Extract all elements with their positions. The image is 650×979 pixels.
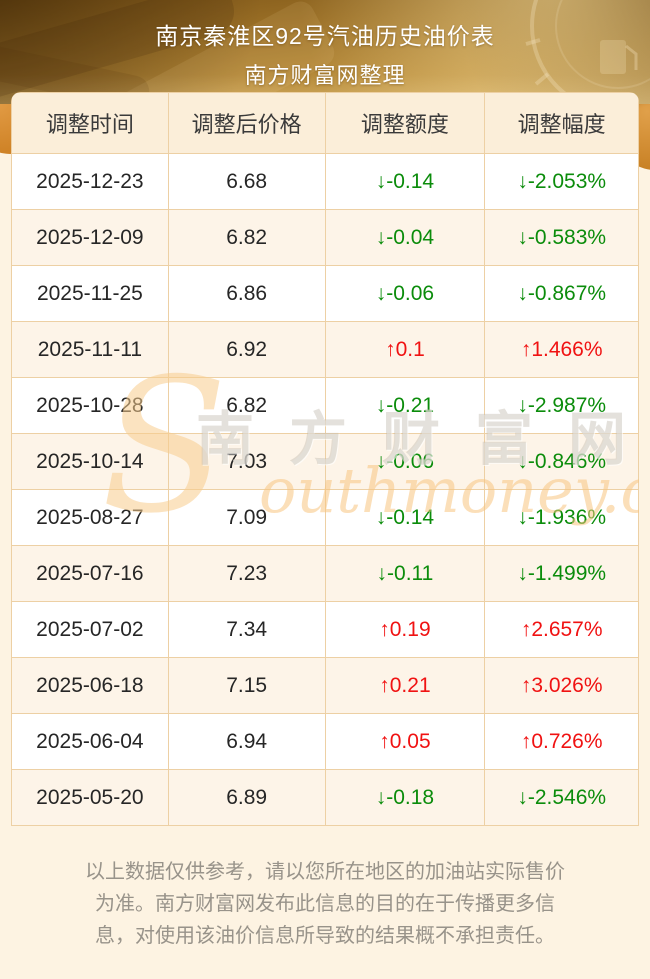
cell-change-amount: ↓-0.14 <box>324 489 486 546</box>
price-table: 调整时间 调整后价格 调整额度 调整幅度 2025-12-23 6.68 ↓-0.1… <box>11 92 639 826</box>
cell-change-amount: ↓-0.06 <box>324 265 486 322</box>
cell-change-percent: ↓-2.053% <box>484 153 639 210</box>
table-row: 2025-06-18 7.15 ↑0.21 ↑3.026% <box>11 657 639 714</box>
price-table-container: 调整时间 调整后价格 调整额度 调整幅度 2025-12-23 6.68 ↓-0.1… <box>11 92 639 826</box>
cell-change-percent: ↓-0.846% <box>484 433 639 490</box>
table-row: 2025-06-04 6.94 ↑0.05 ↑0.726% <box>11 713 639 770</box>
table-row: 2025-08-27 7.09 ↓-0.14 ↓-1.936% <box>11 489 639 546</box>
cell-adjust-date: 2025-10-28 <box>11 377 169 434</box>
cell-change-percent: ↓-0.583% <box>484 209 639 266</box>
cell-change-percent: ↓-1.936% <box>484 489 639 546</box>
disclaimer-line: 为准。南方财富网发布此信息的目的在于传播更多信 <box>95 893 555 915</box>
cell-price-after: 6.68 <box>167 153 326 210</box>
cell-price-after: 7.34 <box>167 601 326 658</box>
cell-price-after: 7.15 <box>167 657 326 714</box>
cell-change-amount: ↑0.19 <box>324 601 486 658</box>
banner: 南京秦淮区92号汽油历史油价表 南方财富网整理 <box>0 0 650 104</box>
col-header-price-after: 调整后价格 <box>167 92 326 154</box>
cell-adjust-date: 2025-07-16 <box>11 545 169 602</box>
cell-price-after: 6.94 <box>167 713 326 770</box>
cell-change-amount: ↓-0.11 <box>324 545 486 602</box>
cell-adjust-date: 2025-10-14 <box>11 433 169 490</box>
cell-change-amount: ↑0.1 <box>324 321 486 378</box>
page-subtitle: 南方财富网整理 <box>244 62 406 88</box>
table-row: 2025-12-23 6.68 ↓-0.14 ↓-2.053% <box>11 153 639 210</box>
table-row: 2025-07-16 7.23 ↓-0.11 ↓-1.499% <box>11 545 639 602</box>
table-row: 2025-07-02 7.34 ↑0.19 ↑2.657% <box>11 601 639 658</box>
table-row: 2025-12-09 6.82 ↓-0.04 ↓-0.583% <box>11 209 639 266</box>
price-table-body: 2025-12-23 6.68 ↓-0.14 ↓-2.053% 2025-12-09 6.… <box>11 153 639 826</box>
table-header-row: 调整时间 调整后价格 调整额度 调整幅度 <box>11 92 639 154</box>
cell-price-after: 6.82 <box>167 377 326 434</box>
cell-change-amount: ↑0.05 <box>324 713 486 770</box>
cell-price-after: 6.82 <box>167 209 326 266</box>
cell-change-percent: ↑0.726% <box>484 713 639 770</box>
col-header-change-percent: 调整幅度 <box>484 92 639 154</box>
cell-change-amount: ↓-0.18 <box>324 769 486 826</box>
cell-change-amount: ↑0.21 <box>324 657 486 714</box>
cell-adjust-date: 2025-12-09 <box>11 209 169 266</box>
cell-change-percent: ↓-2.987% <box>484 377 639 434</box>
cell-change-percent: ↑2.657% <box>484 601 639 658</box>
cell-adjust-date: 2025-11-11 <box>11 321 169 378</box>
cell-change-amount: ↓-0.14 <box>324 153 486 210</box>
cell-price-after: 7.09 <box>167 489 326 546</box>
table-row: 2025-11-25 6.86 ↓-0.06 ↓-0.867% <box>11 265 639 322</box>
cell-price-after: 6.92 <box>167 321 326 378</box>
disclaimer-line: 息，对使用该油价信息所导致的结果概不承担责任。 <box>95 925 555 947</box>
cell-change-percent: ↑1.466% <box>484 321 639 378</box>
cell-price-after: 6.86 <box>167 265 326 322</box>
table-row: 2025-10-28 6.82 ↓-0.21 ↓-2.987% <box>11 377 639 434</box>
col-header-adjust-date: 调整时间 <box>11 92 169 154</box>
cell-change-amount: ↓-0.21 <box>324 377 486 434</box>
cell-price-after: 7.03 <box>167 433 326 490</box>
cell-change-percent: ↓-0.867% <box>484 265 639 322</box>
cell-price-after: 7.23 <box>167 545 326 602</box>
cell-adjust-date: 2025-06-18 <box>11 657 169 714</box>
table-row: 2025-11-11 6.92 ↑0.1 ↑1.466% <box>11 321 639 378</box>
cell-price-after: 6.89 <box>167 769 326 826</box>
disclaimer-line: 以上数据仅供参考，请以您所在地区的加油站实际售价 <box>85 861 565 883</box>
cell-adjust-date: 2025-06-04 <box>11 713 169 770</box>
cell-adjust-date: 2025-12-23 <box>11 153 169 210</box>
disclaimer-text: 以上数据仅供参考，请以您所在地区的加油站实际售价 为准。南方财富网发布此信息的目… <box>70 856 580 952</box>
col-header-change-amount: 调整额度 <box>324 92 486 154</box>
table-row: 2025-05-20 6.89 ↓-0.18 ↓-2.546% <box>11 769 639 826</box>
cell-change-percent: ↑3.026% <box>484 657 639 714</box>
cell-adjust-date: 2025-11-25 <box>11 265 169 322</box>
cell-adjust-date: 2025-08-27 <box>11 489 169 546</box>
banner-text-block: 南京秦淮区92号汽油历史油价表 南方财富网整理 <box>0 0 650 104</box>
cell-change-percent: ↓-1.499% <box>484 545 639 602</box>
table-row: 2025-10-14 7.03 ↓-0.06 ↓-0.846% <box>11 433 639 490</box>
cell-change-percent: ↓-2.546% <box>484 769 639 826</box>
fuel-gauge-graphic <box>525 0 650 104</box>
page-title: 南京秦淮区92号汽油历史油价表 <box>155 22 495 49</box>
cell-adjust-date: 2025-07-02 <box>11 601 169 658</box>
cell-adjust-date: 2025-05-20 <box>11 769 169 826</box>
cell-change-amount: ↓-0.06 <box>324 433 486 490</box>
cell-change-amount: ↓-0.04 <box>324 209 486 266</box>
